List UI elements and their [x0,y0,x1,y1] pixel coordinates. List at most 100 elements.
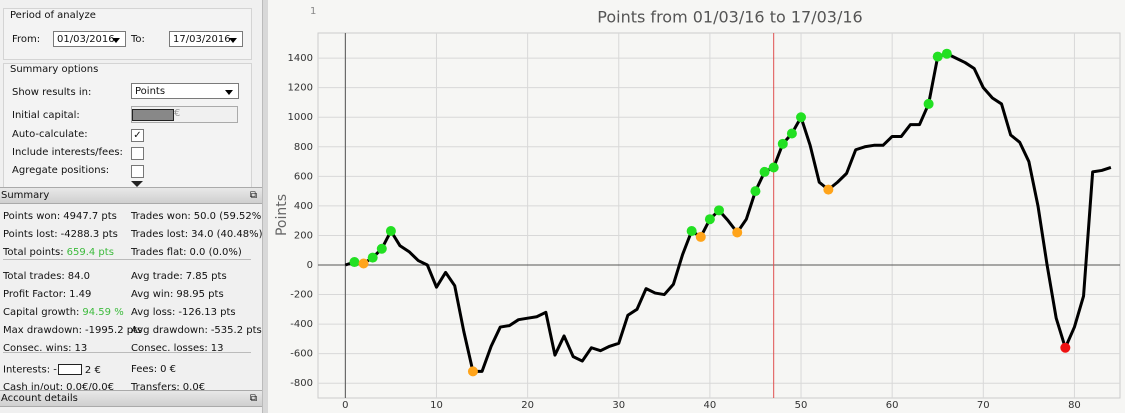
stat: Consec. losses: 13 [131,343,223,354]
x-tick-label: 80 [1068,400,1081,411]
results-select[interactable]: Points [131,83,239,99]
trade-marker [923,98,934,109]
stat-label: Max drawdown: [3,325,82,336]
redacted [57,364,82,375]
trade-marker [750,186,761,197]
capital-input[interactable]: € [131,106,238,123]
label: To: [131,34,145,45]
label: Include interests/fees: [12,147,123,158]
trade-marker [714,205,724,216]
stat: Avg win: 98.95 pts [131,289,224,300]
y-tick-label: 600 [294,171,313,182]
trade-marker [1060,342,1071,353]
checkbox[interactable] [131,147,144,160]
y-tick-label: 1400 [288,53,313,64]
separator [3,352,251,353]
trade-marker [796,112,807,123]
checkbox[interactable] [131,165,144,178]
y-tick-label: -400 [290,319,313,330]
trade-marker [467,366,478,377]
stat: Max drawdown: -1995.2 pts [3,325,142,336]
stat: Profit Factor: 1.49 [3,289,91,300]
trade-marker [358,258,369,269]
stat: Cash in/out: 0.0€/0.0€ [3,382,114,391]
stat-value: 34.0 (40.48%) [191,229,262,240]
stat-label: Profit Factor: [3,289,67,300]
stat-label: Points lost: [3,229,58,240]
stat: Transfers: 0.0€ [131,382,205,391]
label: Show results in: [12,87,92,98]
stat: Points lost: -4288.3 pts [3,229,118,240]
stat-value: 7.85 pts [185,271,227,282]
stat-label: Cash in/out: [3,382,64,391]
stat-label: Fees: [131,364,158,375]
stat: Avg trade: 7.85 pts [131,271,227,282]
trade-marker [768,162,779,173]
stat-label: Consec. losses: [131,343,208,354]
checkbox[interactable]: ✓ [131,129,144,142]
stat-value: 4947.7 pts [63,211,117,222]
y-tick-label: 800 [294,142,313,153]
expand-arrow[interactable] [131,181,143,193]
stat-label: Avg loss: [131,307,176,318]
redacted [132,109,174,121]
splitter[interactable] [262,0,269,413]
separator [3,259,251,260]
to-date[interactable]: 17/03/2016 [169,31,243,47]
y-tick-label: -200 [290,290,313,301]
x-tick-label: 60 [886,400,899,411]
stat: Consec. wins: 13 [3,343,87,354]
stat: Fees: 0 € [131,364,176,375]
trade-marker [786,128,797,139]
x-tick-label: 40 [704,400,717,411]
stat-label: Points won: [3,211,61,222]
trade-marker [704,214,715,225]
y-tick-label: -800 [290,378,313,389]
stat-value: -4288.3 pts [60,229,118,240]
trade-marker [932,51,943,62]
stat-label: Total points: [3,247,64,258]
stat: Total trades: 84.0 [3,271,90,282]
trade-marker [823,184,834,195]
stat-value: -535.2 pts [210,325,262,336]
stat-value: 1.49 [69,289,92,300]
stat: Capital growth: 94.59 % [3,307,124,318]
from-date[interactable]: 01/03/2016 [53,31,126,47]
chart: Points from 01/03/16 to 17/03/16 1 Point… [268,0,1125,413]
y-tick-label: -600 [290,349,313,360]
x-tick-label: 20 [521,400,534,411]
trade-marker [759,166,770,177]
trade-marker [349,257,360,268]
trade-marker [367,252,378,263]
stat-label: Consec. wins: [3,343,72,354]
label: From: [12,34,41,45]
currency: € [174,108,181,119]
label: Initial capital: [12,110,80,121]
label: Agregate positions: [12,165,110,176]
corner-label: 1 [310,6,316,17]
stat: Avg loss: -126.13 pts [131,307,236,318]
stat-value: 13 [74,343,88,354]
y-tick-label: 400 [294,201,313,212]
stat-label: Avg drawdown: [131,325,208,336]
stat-value: 50.0 (59.52%) [193,211,262,222]
stat-value: 659.4 pts [66,247,114,258]
group-title: Period of analyze [10,10,96,21]
stat-value: 98.95 pts [176,289,224,300]
stat-value: -1995.2 pts [84,325,143,336]
trade-marker [777,138,788,149]
x-tick-label: 30 [612,400,625,411]
stat-label: Avg trade: [131,271,183,282]
panel-header[interactable]: Summary ⧉ [0,187,262,204]
panel-title: Summary [1,190,50,201]
stat-label: Capital growth: [3,307,80,318]
stat-value: 84.0 [67,271,91,282]
panel-header[interactable]: Account details ⧉ [0,390,262,407]
x-tick-label: 10 [430,400,443,411]
x-tick-label: 50 [795,400,808,411]
stat-label: Avg win: [131,289,174,300]
trade-marker [941,48,952,59]
stat-value: 0 € [160,364,176,375]
stat: Trades lost: 34.0 (40.48%) [131,229,262,240]
